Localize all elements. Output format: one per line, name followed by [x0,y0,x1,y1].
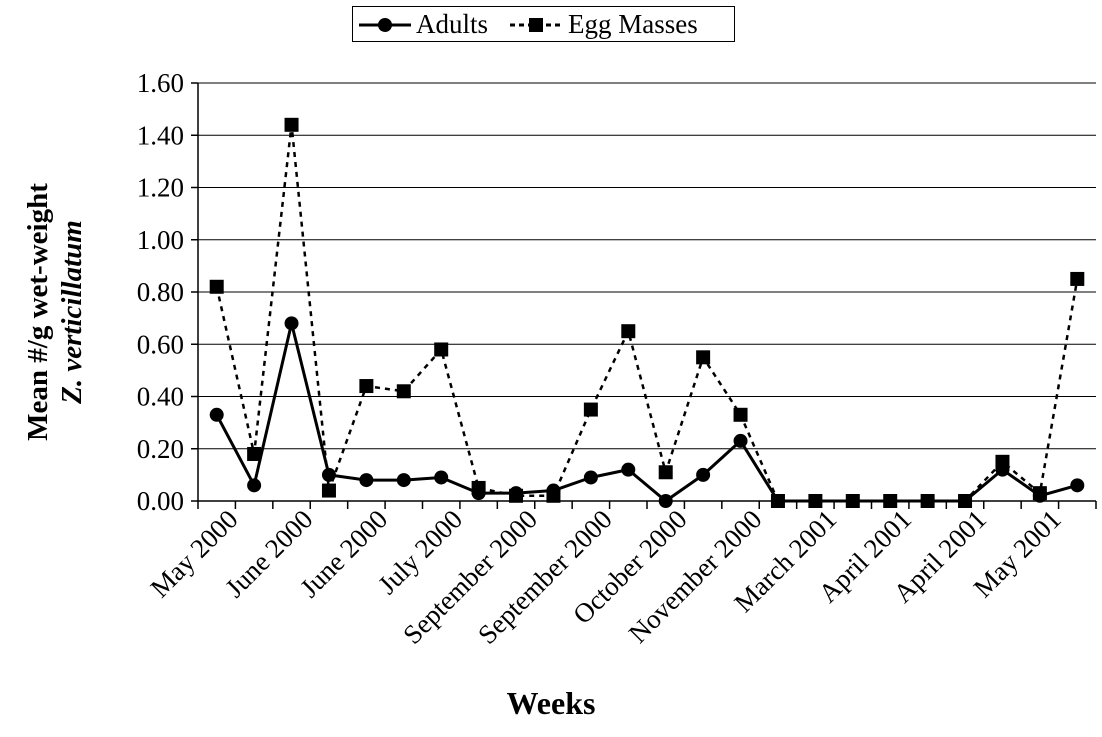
series-line-adults [215,321,1078,503]
adults-point [321,467,336,482]
y-tick-label: 1.60 [137,68,184,98]
axes [191,82,1097,509]
adults-point [434,470,449,485]
egg-masses-point [733,407,748,422]
adults-point [696,467,711,482]
egg-masses-point [808,494,823,508]
adults-point [621,462,636,477]
gridlines [198,82,1096,450]
x-axis-label: Weeks [506,685,596,721]
egg-masses-point [1032,486,1047,501]
legend-adults-swatch [359,18,411,32]
egg-masses-point [284,117,299,132]
legend: Adults Egg Masses [352,6,735,42]
y-tick-label: 1.40 [137,120,184,150]
series-line-egg-masses [215,123,1079,503]
egg-masses-point [471,480,486,495]
egg-masses-point [995,454,1010,469]
egg-masses-point [321,483,336,498]
egg-masses-point [883,494,898,508]
egg-masses-point [845,494,860,508]
legend-label-egg-masses: Egg Masses [568,9,698,39]
egg-masses-point [359,379,374,394]
y-tick-label: 1.20 [137,173,184,203]
y-tick-label: 0.40 [137,382,184,412]
x-tick-label: November 2000 [623,504,768,649]
x-tick-label: September 2000 [472,504,618,650]
adults-point [396,473,411,488]
egg-masses-point [920,494,935,508]
adults-point [359,473,374,488]
egg-masses-point [434,342,449,357]
legend-label-adults: Adults [416,9,489,39]
x-tick-label: September 2000 [397,504,543,650]
egg-masses-point [658,465,673,480]
egg-masses-point [621,324,636,339]
y-tick-label: 0.80 [137,277,184,307]
series-group [209,117,1085,508]
egg-masses-point [396,384,411,399]
adults-point [209,407,224,422]
egg-masses-point [209,279,224,294]
egg-masses-point [583,402,598,417]
egg-masses-point [958,494,973,508]
y-axis-label-line2: Z. verticillatum [56,220,88,404]
adults-point [658,494,673,508]
y-tick-label: 0.00 [137,486,184,516]
adults-point [733,433,748,448]
egg-masses-point [247,446,262,461]
egg-masses-point [696,350,711,365]
adults-point [583,470,598,485]
adults-point [284,316,299,331]
egg-masses-point [546,488,561,503]
legend-egg-masses-swatch [510,18,562,32]
egg-masses-point [509,488,524,503]
egg-masses-point [770,494,785,508]
adults-point [247,478,262,493]
y-tick-labels: 0.00 0.20 0.40 0.60 0.80 1.00 1.20 1.40 1.60 [137,68,184,516]
y-tick-label: 0.20 [137,434,184,464]
y-tick-label: 0.60 [137,329,184,359]
egg-masses-point [1070,271,1085,286]
y-tick-label: 1.00 [137,225,184,255]
adults-point [1070,478,1085,493]
y-axis-label-line1: Mean #/g wet-weight [22,183,54,441]
